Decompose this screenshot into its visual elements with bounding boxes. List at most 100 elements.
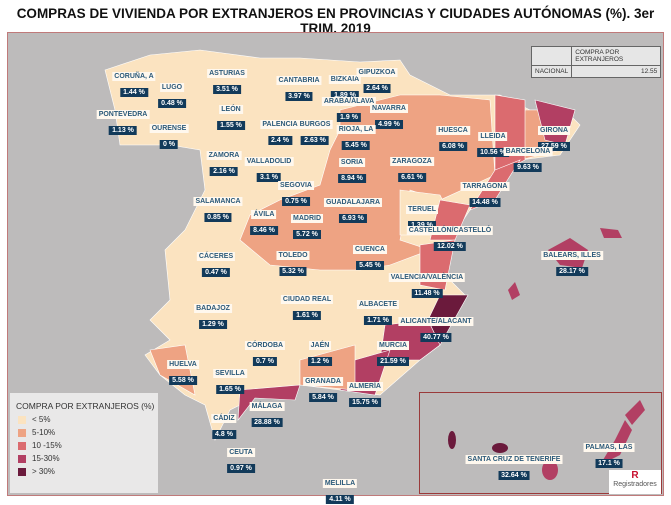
legend-label: < 5% <box>32 415 51 424</box>
national-value: 12.55 <box>571 65 662 78</box>
province-name: PALENCIA <box>260 120 300 129</box>
province-name: ARABA/ÁLAVA <box>321 97 377 106</box>
national-label: NACIONAL <box>530 65 573 78</box>
province-name: SORIA <box>338 158 366 167</box>
legend-item: 10 -15% <box>18 441 158 450</box>
province-value: 1.29 % <box>199 320 227 329</box>
province-label: VALENCIA/VALÈNCIA 11.48 % <box>388 267 466 299</box>
province-value: 0.97 % <box>227 464 255 473</box>
legend-item: 15-30% <box>18 454 158 463</box>
province-name: BIZKAIA <box>328 75 362 84</box>
province-label: LUGO 0.48 % <box>158 77 186 109</box>
province-value: 12.02 % <box>434 242 466 251</box>
province-value: 5.58 % <box>169 376 197 385</box>
province-label: CANTABRIA 3.97 % <box>276 70 322 102</box>
province-label: BIZKAIA 1.89 % <box>328 69 362 101</box>
province-label: SANTA CRUZ DE TENERIFE 32.64 % <box>465 449 563 481</box>
province-name: MURCIA <box>377 341 409 350</box>
province-name: PONTEVEDRA <box>96 110 150 119</box>
legend-item: < 5% <box>18 415 158 424</box>
province-value: 1.13 % <box>109 126 137 135</box>
province-name: TOLEDO <box>276 251 310 260</box>
province-value: 0.85 % <box>204 213 232 222</box>
ibiza <box>508 282 520 300</box>
national-header: COMPRA POR EXTRANJEROS <box>571 46 662 66</box>
province-value: 5.45 % <box>356 261 384 270</box>
province-name: TARRAGONA <box>460 182 510 191</box>
province-label: SORIA 8.94 % <box>338 152 366 184</box>
lanzarote <box>625 400 645 425</box>
legend-swatch <box>18 428 26 437</box>
province-label: NAVARRA 4.99 % <box>370 98 408 130</box>
province-value: 5.72 % <box>293 230 321 239</box>
legend-title: COMPRA POR EXTRANJEROS (%) <box>16 401 155 411</box>
province-label: BALEARS, ILLES 28.17 % <box>541 245 603 277</box>
province-name: CUENCA <box>353 245 387 254</box>
province-label: TOLEDO 5.32 % <box>276 245 310 277</box>
province-value: 2.63 % <box>301 136 329 145</box>
province-name: SANTA CRUZ DE TENERIFE <box>465 455 563 464</box>
province-name: SALAMANCA <box>193 197 243 206</box>
province-label: CUENCA 5.45 % <box>353 239 387 271</box>
province-label: OURENSE 0 % <box>149 118 189 150</box>
province-value: 1.39 % <box>408 221 436 230</box>
province-value: 1.44 % <box>120 88 148 97</box>
province-label: BURGOS 2.63 % <box>297 114 333 146</box>
province-name: OURENSE <box>149 124 189 133</box>
province-label: CÁCERES 0.47 % <box>196 246 236 278</box>
province-value: 0 % <box>159 140 179 149</box>
province-label: CORUÑA, A 1.44 % <box>112 66 156 98</box>
province-label: HUELVA 5.58 % <box>167 354 199 386</box>
legend: COMPRA POR EXTRANJEROS (%) < 5% 5-10% 10 -… <box>10 393 158 493</box>
province-value: 6.61 % <box>398 173 426 182</box>
province-name: BALEARS, ILLES <box>541 251 603 260</box>
legend-swatch <box>18 454 26 463</box>
province-label: PALENCIA 2.4 % <box>260 114 300 146</box>
province-label: TERUEL 1.39 % <box>406 199 438 231</box>
province-name: HUESCA <box>436 126 470 135</box>
province-name: ALMERÍA <box>347 382 383 391</box>
province-label: HUESCA 6.08 % <box>436 120 470 152</box>
province-label: ARABA/ÁLAVA 1.9 % <box>321 91 377 123</box>
logo-text: Registradores <box>613 481 657 488</box>
province-name: LLEIDA <box>478 132 508 141</box>
province-value: 14.48 % <box>469 198 501 207</box>
province-label: TARRAGONA 14.48 % <box>460 176 510 208</box>
province-label: JAÉN 1.2 % <box>308 335 332 367</box>
province-name: VALENCIA/VALÈNCIA <box>388 273 466 282</box>
province-value: 9.63 % <box>514 163 542 172</box>
province-label: CÓRDOBA 0.7 % <box>244 335 286 367</box>
province-value: 1.89 % <box>331 91 359 100</box>
province-label: MADRID 5.72 % <box>291 208 323 240</box>
province-name: ALBACETE <box>356 300 400 309</box>
province-name: CÁCERES <box>196 252 236 261</box>
province-label: RIOJA, LA 5.45 % <box>336 119 376 151</box>
province-value: 3.97 % <box>285 92 313 101</box>
province-value: 1.71 % <box>364 316 392 325</box>
legend-item: > 30% <box>18 467 158 476</box>
tenerife <box>492 443 508 453</box>
legend-swatch <box>18 441 26 450</box>
legend-item: 5-10% <box>18 428 158 437</box>
province-value: 5.45 % <box>342 141 370 150</box>
province-name: GRANADA <box>303 377 343 386</box>
province-name: VALLADOLID <box>244 157 294 166</box>
province-value: 2.64 % <box>363 84 391 93</box>
province-value: 4.99 % <box>375 120 403 129</box>
province-name: CASTELLÓN/CASTELLÓ <box>406 226 494 235</box>
province-label: ASTURIAS 3.51 % <box>207 63 247 95</box>
province-value: 3.51 % <box>213 85 241 94</box>
province-value: 17.1 % <box>595 459 623 468</box>
province-value: 2.16 % <box>210 167 238 176</box>
gran-canaria <box>542 460 558 480</box>
province-label: CASTELLÓN/CASTELLÓ 12.02 % <box>406 220 494 252</box>
province-name: CÁDIZ <box>211 414 237 423</box>
province-label: MURCIA 21.59 % <box>377 335 409 367</box>
province-name: LUGO <box>159 83 185 92</box>
province-label: ALICANTE/ALACANT 40.77 % <box>398 311 474 343</box>
province-name: ZARAGOZA <box>390 157 434 166</box>
province-name: CANTABRIA <box>276 76 322 85</box>
province-label: CIUDAD REAL 1.61 % <box>280 289 334 321</box>
legend-label: 10 -15% <box>32 441 62 450</box>
legend-label: 5-10% <box>32 428 56 437</box>
